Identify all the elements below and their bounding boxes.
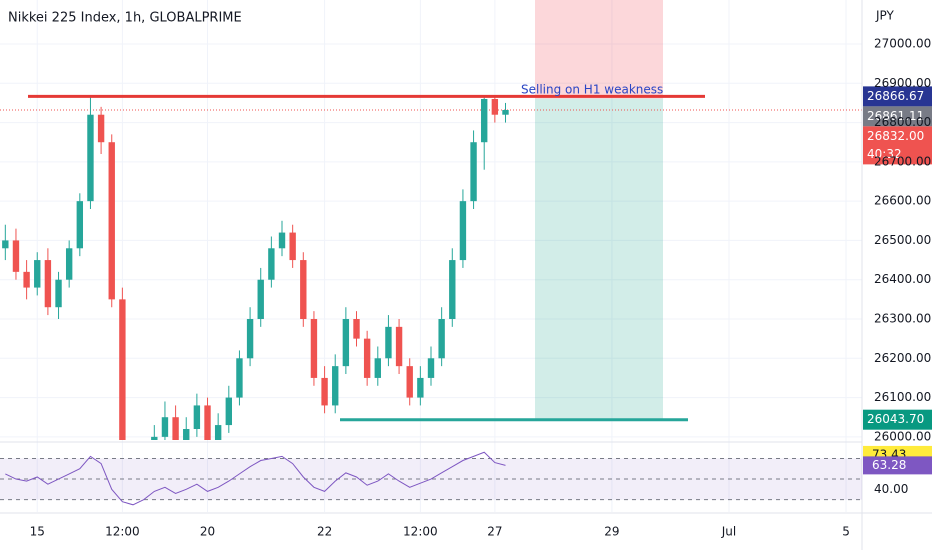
candle-body [353,319,360,339]
x-tick-label: 29 [604,525,619,539]
candle-body [172,417,179,440]
x-tick-label: 5 [842,525,850,539]
y-tick-label: 26700.00 [874,154,931,168]
price-label: 26832.00 [867,129,924,143]
candle-body [44,260,52,308]
price-label-bg [863,409,932,430]
price-label: 26861.11 [867,109,924,123]
candle-body [236,358,243,398]
candle-body [55,279,62,308]
currency: JPY [875,9,895,23]
y-tick-label: 26200.00 [874,351,931,365]
candle-body [300,260,307,319]
candle-body [225,397,232,426]
candle-body [332,366,339,406]
candle-body [257,279,264,319]
candle-body [214,425,222,440]
candle-body [321,377,328,406]
price-label: 26866.67 [867,89,924,103]
y-tick-label: 26300.00 [874,312,931,326]
candle-body [161,417,169,437]
candle-body [438,319,445,359]
y-tick-label: 26900.00 [874,76,931,90]
candle-body [491,99,499,115]
x-tick-label: 27 [487,525,502,539]
candle-body [204,405,211,440]
price-label-bg [863,126,932,165]
candle-body [427,358,435,378]
candle-body [406,366,413,398]
candle-body [289,232,296,261]
chart-title: Nikkei 225 Index, 1h, GLOBALPRIME [8,11,242,26]
candle-body [310,319,318,378]
candle-body [363,338,371,378]
y-tick-label: 26800.00 [874,115,931,129]
y-tick-label: 26500.00 [874,233,931,247]
candle-body [374,358,381,378]
rsi-line [5,451,506,506]
rsi-label: 63.28 [872,458,906,472]
y-tick-label: 26100.00 [874,390,931,404]
candle-body [449,260,456,319]
y-tick-label: 26000.00 [874,429,931,443]
x-tick-label: 20 [200,525,215,539]
y-tick-label: 26400.00 [874,272,931,286]
price-label-bg [863,86,932,107]
candle-body [65,248,73,280]
candle-body [87,114,94,202]
x-tick-label: 22 [317,525,332,539]
candle-body [481,99,488,143]
price-label: 26043.70 [867,412,924,426]
candle-body [108,142,115,300]
candle-body [278,232,286,249]
candle-body [76,201,84,249]
x-tick-label: Jul [721,525,736,539]
target-zone [535,98,663,420]
x-tick-label: 15 [30,525,45,539]
countdown: 40:32 [867,147,902,161]
candle-body [23,271,30,288]
candle-body [2,240,9,249]
y-tick-label: 27000.00 [874,37,931,51]
x-tick-label: 12:00 [105,525,140,539]
candle-body [97,114,105,143]
candle-body [268,248,275,280]
candle-body [459,201,467,261]
candle-body [385,326,392,359]
stop-zone [535,0,663,99]
overlay: 26866.67 26861.11 26832.00 40:32 26043.70 [28,86,932,430]
candle-body [119,299,126,440]
candle-body [12,240,20,272]
candle-body [502,110,509,115]
price-label-bg [863,106,932,127]
candle-body [34,260,41,288]
annotation: Selling on H1 weakness [521,83,663,97]
rsi-label-bg [863,456,932,475]
y-tick-label: 26600.00 [874,194,931,208]
candle-body [246,319,254,359]
candle-body [417,377,424,398]
candle-body [470,142,477,202]
candle-body [183,429,190,440]
rsi-tick-label: 40.00 [874,482,908,496]
x-tick-label: 12:00 [403,525,438,539]
main-pane [0,0,862,440]
candle-body [395,326,403,367]
candle-body [342,319,350,367]
candle-body [193,405,201,429]
candle-body [151,436,158,440]
